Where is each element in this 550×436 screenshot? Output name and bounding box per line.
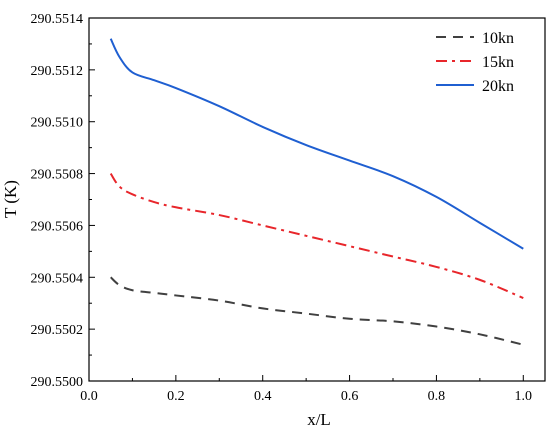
- y-tick-label: 290.5506: [31, 219, 84, 234]
- series-line-15kn: [109, 173, 524, 299]
- x-tick-label: 0.4: [254, 389, 272, 404]
- y-tick-label: 290.5504: [31, 271, 84, 286]
- x-tick-label: 1.0: [515, 389, 533, 404]
- x-tick-label: 0.0: [80, 389, 98, 404]
- x-tick-label: 0.6: [341, 389, 359, 404]
- y-tick-label: 290.5502: [31, 323, 84, 338]
- series-line-10kn: [110, 276, 524, 346]
- y-tick-label: 290.5514: [31, 12, 84, 27]
- x-axis-label: x/L: [307, 410, 331, 429]
- plot-area-frame: [88, 17, 546, 382]
- x-tick-label: 0.2: [167, 389, 185, 404]
- y-axis-label: T (K): [1, 180, 20, 218]
- y-tick-label: 290.5512: [31, 64, 84, 79]
- x-tick-label: 0.8: [428, 389, 446, 404]
- legend-label-20kn: 20kn: [482, 78, 514, 95]
- y-tick-label: 290.5508: [31, 168, 84, 183]
- legend-label-10kn: 10kn: [482, 30, 514, 47]
- legend-label-15kn: 15kn: [482, 54, 514, 71]
- y-tick-label: 290.5500: [31, 375, 84, 390]
- series-line-20kn: [109, 38, 524, 250]
- y-tick-label: 290.5510: [31, 116, 84, 131]
